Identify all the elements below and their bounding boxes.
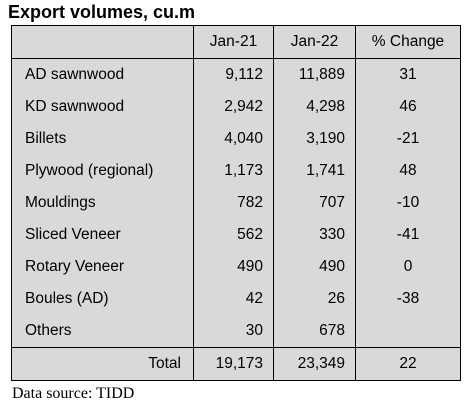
row-jan21: 4,040 [193,123,274,155]
row-change: 0 [355,251,461,283]
table-row: KD sawnwood 2,942 4,298 46 [12,91,461,123]
header-item [11,25,194,59]
row-change: 46 [355,91,461,123]
row-jan22: 26 [273,283,356,315]
row-jan21: 782 [193,187,274,219]
table-title: Export volumes, cu.m [8,2,196,22]
row-change: -41 [355,219,461,251]
row-change: -21 [355,123,461,155]
row-jan21: 562 [193,219,274,251]
row-label: Mouldings [25,194,96,211]
row-label: Billets [25,130,67,147]
data-source-note: Data source: TIDD [12,385,135,402]
row-jan21: 2,942 [193,91,274,123]
table-row: Rotary Veneer 490 490 0 [12,251,461,283]
row-label: AD sawnwood [25,66,125,83]
table-row: Billets 4,040 3,190 -21 [12,123,461,155]
total-jan22: 23,349 [273,347,356,381]
row-label: Others [25,322,72,339]
header-jan22: Jan-22 [273,25,356,59]
row-label: Plywood (regional) [25,162,154,179]
row-jan22: 11,889 [273,58,356,91]
row-change: -10 [355,187,461,219]
header-row: Jan-21 Jan-22 % Change [11,25,461,59]
row-jan21: 42 [193,283,274,315]
header-jan21: Jan-21 [193,25,274,59]
row-change: 48 [355,155,461,187]
table-row: AD sawnwood 9,112 11,889 31 [12,58,461,91]
header-change: % Change [355,25,461,59]
total-jan21: 19,173 [193,347,274,381]
row-change [355,315,461,348]
row-label: Boules (AD) [25,290,109,307]
row-jan22: 1,741 [273,155,356,187]
row-jan22: 4,298 [273,91,356,123]
row-jan21: 9,112 [193,58,274,91]
row-jan22: 330 [273,219,356,251]
row-change: 31 [355,58,461,91]
total-row: Total 19,173 23,349 22 [11,347,461,381]
row-jan21: 490 [193,251,274,283]
table-row: Plywood (regional) 1,173 1,741 48 [12,155,461,187]
table-row: Sliced Veneer 562 330 -41 [12,219,461,251]
export-volumes-table: Jan-21 Jan-22 % Change AD sawnwood 9,112… [11,25,461,381]
row-jan22: 678 [273,315,356,348]
table-row: Others 30 678 [12,315,461,348]
row-label: Sliced Veneer [25,226,121,243]
row-jan22: 490 [273,251,356,283]
row-jan21: 1,173 [193,155,274,187]
row-jan21: 30 [193,315,274,348]
total-label: Total [11,347,194,381]
row-label: KD sawnwood [25,98,125,115]
table-row: Boules (AD) 42 26 -38 [12,283,461,315]
row-jan22: 3,190 [273,123,356,155]
total-change: 22 [355,347,461,381]
row-jan22: 707 [273,187,356,219]
row-change: -38 [355,283,461,315]
table-row: Mouldings 782 707 -10 [12,187,461,219]
row-label: Rotary Veneer [25,258,125,275]
